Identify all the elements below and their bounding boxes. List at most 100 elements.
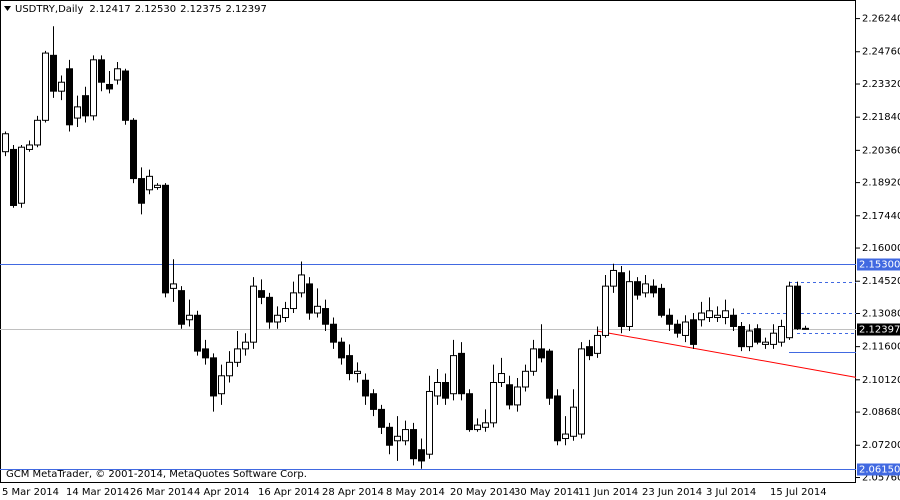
candle-body — [242, 341, 249, 350]
header-open: 2.12417 — [89, 4, 130, 15]
candle-body — [706, 310, 713, 319]
candle-body — [394, 435, 401, 442]
candle-body — [578, 348, 585, 435]
y-tick-label: 2.11600 — [862, 342, 900, 353]
candle-body — [290, 292, 297, 310]
candle-body — [10, 148, 17, 206]
x-tick-label: 30 May 2014 — [514, 487, 579, 498]
candle-body — [690, 319, 697, 345]
candle-body — [378, 408, 385, 428]
x-tick-label: 5 Mar 2014 — [2, 487, 59, 498]
y-tick-label: 2.26240 — [862, 14, 900, 25]
candle-body — [554, 395, 561, 442]
bid-label: 2.12397 — [859, 325, 900, 336]
candle-body — [666, 314, 673, 325]
candle-body — [786, 285, 793, 339]
x-tick-label: 11 Jun 2014 — [578, 487, 638, 498]
candle-body — [586, 346, 593, 357]
x-tick-label: 4 Apr 2014 — [194, 487, 249, 498]
bid-box — [857, 323, 900, 336]
level-label: 2.06150 — [859, 465, 900, 476]
candle-body — [162, 184, 169, 294]
candle-body — [490, 382, 497, 424]
y-tick-label: 2.14520 — [862, 276, 900, 287]
candle-body — [34, 119, 41, 146]
candle-body — [82, 95, 89, 117]
candle-body — [122, 70, 129, 121]
level-label: 2.15300 — [859, 260, 900, 271]
plot-frame — [0, 0, 856, 483]
candle-body — [474, 424, 481, 431]
candle-body — [370, 393, 377, 410]
y-tick-label: 2.21840 — [862, 112, 900, 123]
candle-body — [106, 83, 113, 90]
y-tick-label: 2.23320 — [862, 79, 900, 90]
candle-body — [506, 384, 513, 406]
level-box — [857, 463, 900, 476]
candle-body — [346, 355, 353, 375]
candle-body — [738, 325, 745, 348]
candle-body — [498, 373, 505, 384]
x-tick-label: 20 May 2014 — [450, 487, 515, 498]
candle-body — [130, 119, 137, 180]
candle-body — [282, 308, 289, 319]
candle-body — [42, 52, 49, 121]
candle-body — [402, 429, 409, 442]
candle-body — [338, 341, 345, 359]
candle-body — [306, 283, 313, 314]
candle-body — [298, 274, 305, 294]
y-tick-label: 2.13080 — [862, 308, 900, 319]
candle-body — [250, 285, 257, 343]
candle-body — [218, 375, 225, 395]
candle-body — [754, 328, 761, 343]
candle-body — [138, 178, 145, 204]
candle-body — [418, 449, 425, 462]
x-tick-label: 26 Mar 2014 — [130, 487, 193, 498]
y-tick-label: 2.10120 — [862, 375, 900, 386]
chart-header: USDTRY,Daily 2.12417 2.12530 2.12375 2.12397 — [15, 4, 267, 15]
candle-body — [714, 314, 721, 319]
candle-body — [602, 285, 609, 336]
candle-body — [426, 390, 433, 455]
candle-body — [154, 184, 161, 189]
y-tick-label: 2.07200 — [862, 440, 900, 451]
candle-body — [482, 422, 489, 428]
candle-body — [146, 175, 153, 191]
candle-body — [522, 370, 529, 388]
candle-body — [186, 314, 193, 321]
x-tick-label: 14 Mar 2014 — [66, 487, 129, 498]
candle-body — [178, 290, 185, 325]
candle-body — [802, 327, 809, 330]
level-box — [857, 258, 900, 271]
candle-body — [330, 323, 337, 343]
candle-body — [698, 312, 705, 321]
menu-arrow[interactable] — [4, 6, 11, 11]
candle-body — [594, 334, 601, 354]
candle-body — [18, 146, 25, 204]
candle-body — [74, 106, 81, 119]
header-high: 2.12530 — [135, 4, 176, 15]
y-tick-label: 2.18920 — [862, 178, 900, 189]
candle-body — [770, 332, 777, 345]
candle-body — [210, 357, 217, 397]
candle-body — [226, 361, 233, 377]
candle-body — [26, 144, 33, 150]
candle-body — [450, 355, 457, 395]
x-tick-label: 8 May 2014 — [386, 487, 445, 498]
symbol: USDTRY,Daily — [15, 4, 83, 15]
trendline — [596, 330, 857, 378]
candle-body — [386, 426, 393, 446]
candle-body — [274, 314, 281, 323]
candle-body — [442, 382, 449, 399]
candle-body — [258, 290, 265, 298]
candle-body — [90, 59, 97, 117]
candle-body — [562, 433, 569, 440]
candle-body — [746, 330, 753, 348]
candle-body — [114, 68, 121, 81]
candle-body — [266, 296, 273, 323]
candle-body — [458, 352, 465, 395]
candle-body — [722, 310, 729, 319]
candle-body — [618, 272, 625, 327]
x-tick-label: 3 Jul 2014 — [706, 487, 756, 498]
